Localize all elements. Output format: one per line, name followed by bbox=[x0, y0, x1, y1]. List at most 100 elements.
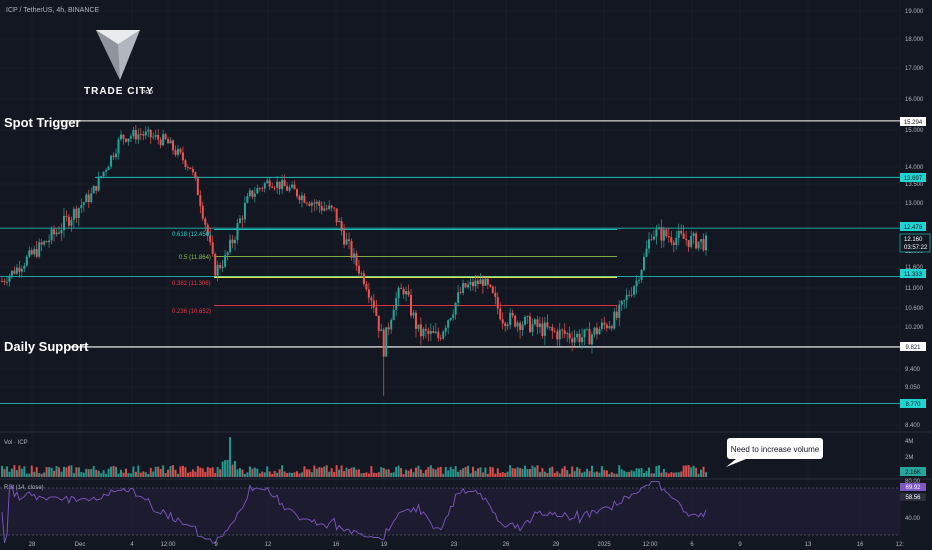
candle-body bbox=[670, 237, 673, 243]
svg-text:8.770: 8.770 bbox=[905, 402, 921, 408]
volume-label: Vol · ICP bbox=[4, 440, 28, 446]
volume-bar bbox=[72, 473, 75, 477]
candle-body bbox=[375, 307, 378, 316]
volume-bar bbox=[365, 472, 368, 477]
svg-text:69.92: 69.92 bbox=[905, 485, 921, 491]
candle-body bbox=[437, 331, 440, 339]
candle-body bbox=[100, 176, 103, 177]
volume-bar bbox=[256, 468, 259, 477]
candle-body bbox=[318, 201, 321, 206]
price-tick-10: 11.000 bbox=[905, 286, 924, 292]
candle-body bbox=[179, 148, 182, 153]
volume-bar bbox=[258, 473, 261, 477]
volume-bar bbox=[405, 469, 408, 477]
candle-body bbox=[504, 323, 507, 327]
candle-body bbox=[439, 338, 442, 339]
volume-bar bbox=[330, 468, 333, 477]
volume-bar bbox=[531, 465, 534, 477]
candle-body bbox=[75, 208, 78, 218]
candle-body bbox=[417, 324, 420, 329]
candle-body bbox=[442, 331, 445, 339]
time-axis[interactable]: 28 Dec 4 12:00 9 12 16 19 23 26 29 2025 12:00 6 9 13 16 1… bbox=[29, 542, 905, 548]
volume-callout[interactable]: Need to increase volume bbox=[726, 438, 823, 467]
candle-body bbox=[405, 291, 408, 295]
volume-bar bbox=[194, 471, 197, 477]
volume-bar bbox=[652, 473, 655, 477]
volume-bar bbox=[231, 464, 234, 477]
volume-bar bbox=[516, 467, 519, 477]
volume-bar bbox=[553, 473, 556, 477]
candle-body bbox=[608, 326, 611, 329]
candle-body bbox=[214, 253, 217, 276]
candle-body bbox=[82, 202, 85, 206]
volume-bar bbox=[97, 470, 100, 477]
candle-body bbox=[367, 289, 370, 298]
rsi-scale-40: 40.00 bbox=[905, 516, 921, 522]
candle-body bbox=[556, 331, 559, 340]
candle-body bbox=[424, 328, 427, 331]
volume-bar bbox=[320, 467, 323, 477]
candle-body bbox=[50, 229, 53, 241]
candle-body bbox=[35, 248, 38, 257]
candle-body bbox=[25, 256, 28, 266]
candle-body bbox=[124, 138, 127, 142]
volume-bar bbox=[295, 471, 298, 477]
logo-suffix: PRO bbox=[142, 90, 153, 96]
fib-05-label: 0.5 (11.864) bbox=[179, 255, 211, 261]
candle-body bbox=[20, 268, 23, 272]
candle-body bbox=[395, 298, 398, 310]
volume-bar bbox=[30, 465, 33, 477]
volume-bar bbox=[199, 467, 202, 477]
candle-body bbox=[189, 167, 192, 169]
candle-body bbox=[457, 292, 460, 303]
candle-body bbox=[157, 134, 160, 140]
candle-body bbox=[610, 326, 613, 329]
candle-body bbox=[313, 202, 316, 204]
volume-bar bbox=[533, 467, 536, 477]
volume-bar bbox=[350, 467, 353, 477]
volume-bar bbox=[117, 473, 120, 477]
volume-bar bbox=[685, 465, 688, 477]
candle-body bbox=[122, 134, 125, 139]
candle-body bbox=[672, 242, 675, 245]
volume-bar bbox=[427, 467, 430, 477]
candle-body bbox=[434, 331, 437, 333]
volume-bar bbox=[122, 472, 125, 477]
candle-body bbox=[152, 136, 155, 138]
candle-body bbox=[652, 236, 655, 240]
volume-bar bbox=[628, 471, 631, 477]
volume-bar bbox=[201, 468, 204, 477]
volume-bar bbox=[298, 473, 301, 477]
candle-body bbox=[593, 327, 596, 335]
candle-body bbox=[432, 331, 435, 333]
volume-bar bbox=[174, 469, 177, 477]
candle-body bbox=[667, 236, 670, 238]
time-tick-13: 6 bbox=[690, 542, 694, 548]
volume-bar bbox=[449, 466, 452, 477]
candle-body bbox=[1, 281, 3, 282]
candle-body bbox=[645, 248, 648, 257]
svg-text:03:57:22: 03:57:22 bbox=[904, 245, 928, 251]
candle-body bbox=[30, 250, 33, 255]
time-tick-10: 29 bbox=[553, 542, 560, 548]
candle-body bbox=[268, 180, 271, 187]
volume-bar bbox=[667, 473, 670, 477]
candle-body bbox=[55, 232, 58, 235]
tag-volume-last: 2.16K bbox=[900, 467, 926, 476]
volume-bar bbox=[439, 466, 442, 477]
volume-bar bbox=[655, 466, 658, 477]
volume-bar bbox=[340, 465, 343, 477]
candle-body bbox=[288, 187, 291, 191]
volume-bar bbox=[281, 465, 284, 477]
volume-bar bbox=[479, 467, 482, 477]
rsi-band bbox=[0, 488, 900, 535]
volume-bar bbox=[253, 467, 256, 477]
volume-bar bbox=[357, 469, 360, 477]
candle-body bbox=[548, 326, 551, 328]
volume-bar bbox=[660, 472, 663, 477]
volume-bar bbox=[85, 468, 88, 477]
volume-bar bbox=[437, 467, 440, 477]
volume-bar bbox=[142, 471, 145, 477]
symbol-title: ICP / TetherUS, 4h, BINANCE bbox=[6, 7, 99, 14]
